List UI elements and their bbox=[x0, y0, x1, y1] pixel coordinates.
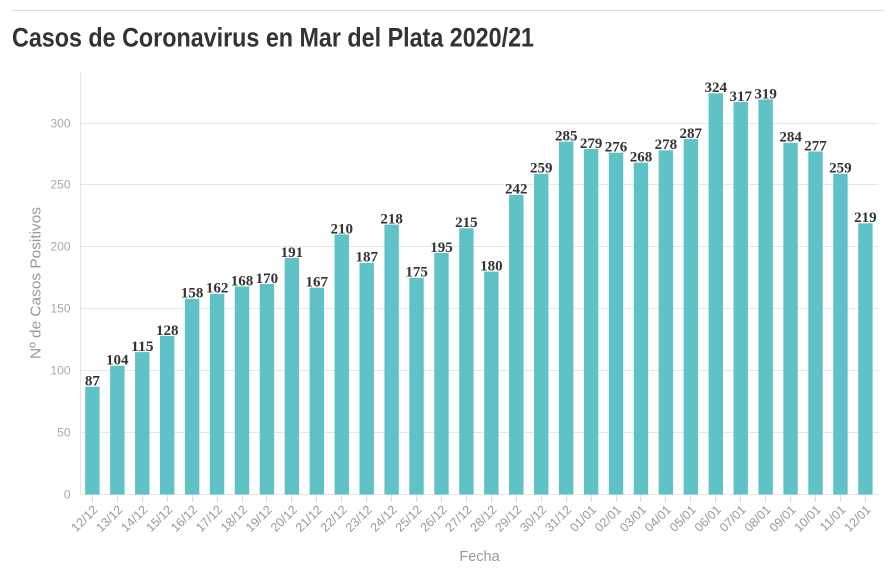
svg-text:300: 300 bbox=[50, 117, 70, 131]
svg-text:200: 200 bbox=[50, 240, 70, 254]
svg-text:319: 319 bbox=[754, 86, 777, 102]
svg-text:115: 115 bbox=[131, 339, 154, 355]
svg-text:324: 324 bbox=[705, 80, 728, 96]
svg-text:276: 276 bbox=[605, 140, 628, 156]
svg-text:215: 215 bbox=[455, 215, 478, 231]
svg-text:100: 100 bbox=[50, 364, 70, 378]
svg-text:242: 242 bbox=[505, 182, 528, 198]
svg-text:170: 170 bbox=[256, 271, 279, 287]
svg-text:284: 284 bbox=[779, 130, 802, 146]
svg-text:219: 219 bbox=[854, 210, 877, 226]
svg-text:268: 268 bbox=[630, 149, 653, 165]
svg-text:168: 168 bbox=[231, 273, 254, 289]
svg-text:158: 158 bbox=[181, 286, 204, 302]
svg-text:128: 128 bbox=[156, 323, 179, 339]
svg-text:175: 175 bbox=[405, 265, 428, 281]
svg-text:317: 317 bbox=[729, 89, 752, 105]
svg-text:278: 278 bbox=[655, 137, 678, 153]
svg-text:259: 259 bbox=[530, 161, 553, 177]
svg-text:187: 187 bbox=[355, 250, 378, 266]
svg-text:210: 210 bbox=[331, 221, 354, 237]
svg-text:50: 50 bbox=[57, 426, 71, 440]
svg-text:191: 191 bbox=[281, 245, 304, 261]
svg-text:167: 167 bbox=[306, 275, 329, 291]
svg-text:259: 259 bbox=[829, 161, 852, 177]
svg-text:279: 279 bbox=[580, 136, 603, 152]
svg-text:287: 287 bbox=[680, 126, 703, 142]
svg-text:218: 218 bbox=[380, 211, 403, 227]
svg-text:162: 162 bbox=[206, 281, 229, 297]
svg-text:104: 104 bbox=[106, 353, 129, 369]
svg-text:87: 87 bbox=[85, 374, 101, 390]
svg-text:285: 285 bbox=[555, 128, 578, 144]
svg-text:150: 150 bbox=[50, 302, 70, 316]
svg-text:Nº de Casos Positivos: Nº de Casos Positivos bbox=[28, 207, 45, 359]
svg-text:Casos de Coronavirus en Mar de: Casos de Coronavirus en Mar del Plata 20… bbox=[12, 23, 534, 53]
svg-text:180: 180 bbox=[480, 258, 503, 274]
svg-text:250: 250 bbox=[50, 178, 70, 192]
svg-text:277: 277 bbox=[804, 138, 827, 154]
svg-text:0: 0 bbox=[64, 488, 71, 502]
svg-text:Fecha: Fecha bbox=[459, 549, 500, 565]
svg-text:195: 195 bbox=[430, 240, 453, 256]
